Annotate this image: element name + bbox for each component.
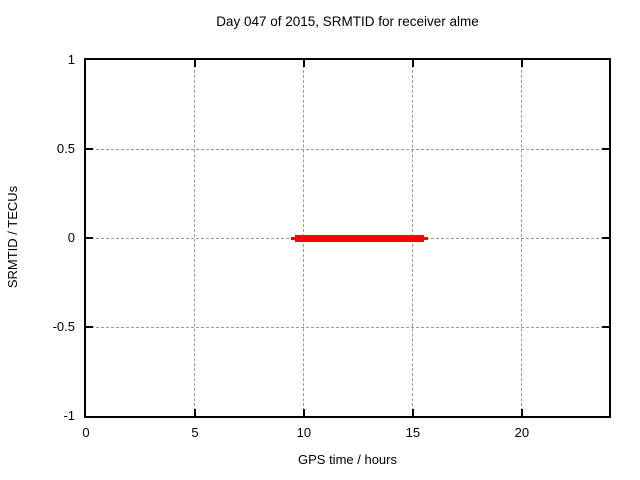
data-series-thick-line (295, 234, 424, 242)
x-tick-label: 10 (296, 425, 312, 440)
horizontal-gridline (86, 148, 609, 150)
tick-labels-layer: 0 5 10 15 20 1 0.5 0 -0.5 -1 (53, 52, 609, 440)
y-tick-label: 1 (67, 52, 75, 67)
y-tick-mark-left (86, 237, 93, 239)
chart-title: Day 047 of 2015, SRMTID for receiver alm… (216, 14, 479, 29)
y-tick-mark-left (86, 148, 93, 150)
y-tick-label: -0.5 (52, 319, 75, 334)
y-tick-label: 0.5 (56, 141, 75, 156)
y-tick-mark-right (602, 326, 609, 328)
y-tick-mark-right (602, 237, 609, 239)
y-tick-mark-right (602, 148, 609, 150)
y-axis-label: SRMTID / TECUs (5, 185, 20, 289)
x-tick-mark-top (520, 60, 523, 67)
x-tick-label: 20 (514, 425, 530, 440)
x-axis-label: GPS time / hours (298, 452, 397, 467)
series-layer (86, 60, 609, 416)
horizontal-gridline (86, 326, 609, 328)
x-tick-label: 0 (82, 425, 90, 440)
y-tick-mark-left (86, 326, 93, 328)
x-tick-label: 15 (405, 425, 421, 440)
x-tick-mark-bottom (302, 409, 305, 416)
x-tick-mark-top (302, 60, 305, 67)
plot-area: 0 5 10 15 20 1 0.5 0 -0.5 -1 (53, 52, 611, 440)
x-tick-mark-top (193, 60, 196, 67)
tick-marks-layer (86, 60, 609, 416)
x-tick-mark-top (411, 60, 414, 67)
x-tick-mark-bottom (411, 409, 414, 416)
y-tick-label: -1 (63, 408, 75, 423)
y-tick-label: 0 (67, 230, 75, 245)
x-tick-mark-bottom (520, 409, 523, 416)
x-tick-mark-bottom (193, 409, 196, 416)
x-tick-label: 5 (191, 425, 199, 440)
